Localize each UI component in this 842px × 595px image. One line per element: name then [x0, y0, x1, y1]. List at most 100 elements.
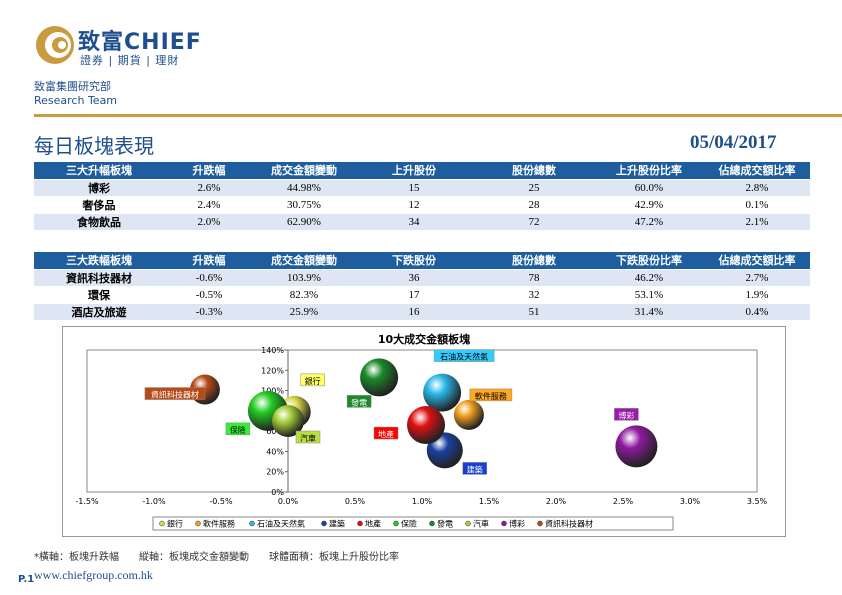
page-number: P.1: [18, 574, 35, 585]
table-cell: 2.8%: [704, 179, 810, 197]
report-title: 每日板塊表現: [34, 134, 154, 158]
legend-marker: [321, 520, 327, 527]
bubble-label: 保險: [230, 425, 246, 435]
legend-entry: 博彩: [509, 519, 525, 529]
bubble-label: 博彩: [618, 410, 634, 420]
x-tick-label: -1.0%: [142, 497, 166, 506]
gainers-header-row: 三大升幅板塊 升跌幅 成交金額變動 上升股份 股份總數 上升股份比率 佔總成交額…: [34, 162, 810, 180]
bubble-label: 銀行: [305, 376, 321, 386]
x-tick-label: 1.5%: [479, 497, 500, 506]
y-tick-label: 140%: [261, 346, 284, 355]
table-cell: 15: [354, 179, 474, 197]
table-cell: 42.9%: [594, 196, 704, 214]
table-cell: 28: [474, 196, 594, 214]
col-header: 成交金額變動: [254, 162, 354, 180]
table-cell: 78: [474, 269, 594, 287]
table-cell: 30.75%: [254, 196, 354, 214]
bubble-label: 資訊科技器材: [151, 390, 199, 400]
website-link[interactable]: www.chiefgroup.com.hk: [34, 568, 153, 582]
table-cell: 1.9%: [704, 286, 810, 304]
department-name: 致富集團研究部: [34, 80, 111, 93]
table-cell: -0.5%: [164, 286, 254, 304]
legend-entry: 地產: [365, 519, 381, 529]
legend-marker: [195, 520, 201, 527]
bubble-label-bg: [144, 387, 206, 400]
losers-header-row: 三大跌幅板塊 升跌幅 成交金額變動 下跌股份 股份總數 下跌股份比率 佔總成交額…: [34, 252, 810, 270]
bubble-7: [272, 405, 304, 437]
bubble-label: 汽車: [300, 433, 316, 443]
table-cell: 2.4%: [164, 196, 254, 214]
bubble-2: [423, 373, 462, 412]
col-header: 下跌股份比率: [594, 252, 704, 270]
col-header: 升跌幅: [164, 162, 254, 180]
x-tick-label: -0.5%: [209, 497, 233, 506]
table-cell: 36: [354, 269, 474, 287]
header-divider: [34, 114, 842, 117]
table-cell: 2.1%: [704, 213, 810, 231]
chief-emblem-icon: [36, 26, 74, 64]
table-row: 環保 -0.5% 82.3% 17 32 53.1% 1.9%: [34, 286, 810, 304]
chart-title: 10大成交金額板塊: [378, 332, 470, 346]
bubble-label-bg: [614, 408, 639, 421]
table-cell: 34: [354, 213, 474, 231]
sector-name: 資訊科技器材: [34, 269, 164, 287]
table-cell: 12: [354, 196, 474, 214]
table-cell: -0.6%: [164, 269, 254, 287]
bubble-6: [360, 358, 399, 397]
table-cell: 44.98%: [254, 179, 354, 197]
y-tick-label: 20%: [266, 468, 284, 477]
bubble-label: 發電: [351, 398, 367, 407]
sector-name: 酒店及旅遊: [34, 303, 164, 321]
y-tick-label: 60%: [266, 427, 284, 436]
table-cell: 31.4%: [594, 303, 704, 321]
col-header: 上升股份: [354, 162, 474, 180]
table-cell: 46.2%: [594, 269, 704, 287]
legend-marker: [249, 520, 255, 527]
table-cell: -0.3%: [164, 303, 254, 321]
legend-marker: [537, 520, 543, 527]
table-cell: 53.1%: [594, 286, 704, 304]
legend-entry: 發電: [437, 520, 453, 529]
sector-name: 奢侈品: [34, 196, 164, 214]
legend-entry: 軟件服務: [203, 519, 235, 529]
bubble-label: 石油及天然氣: [440, 352, 488, 362]
table-cell: 2.7%: [704, 269, 810, 287]
x-tick-label: 2.0%: [546, 497, 567, 506]
legend-entry: 資訊科技器材: [545, 519, 593, 529]
col-header: 三大跌幅板塊: [34, 252, 164, 270]
table-cell: 103.9%: [254, 269, 354, 287]
bubble-label-bg: [462, 462, 488, 475]
table-cell: 82.3%: [254, 286, 354, 304]
table-cell: 32: [474, 286, 594, 304]
sector-name: 博彩: [34, 179, 164, 197]
legend-marker: [393, 520, 399, 527]
col-header: 三大升幅板塊: [34, 162, 164, 180]
table-cell: 25: [474, 179, 594, 197]
bubble-label: 地產: [378, 429, 394, 439]
bubble-1: [453, 399, 484, 430]
table-cell: 2.6%: [164, 179, 254, 197]
x-tick-label: 0.5%: [345, 497, 366, 506]
y-tick-label: 120%: [261, 366, 284, 375]
col-header: 股份總數: [474, 252, 594, 270]
brand-name-cn: 致富: [78, 30, 125, 55]
table-cell: 25.9%: [254, 303, 354, 321]
losers-table: 三大跌幅板塊 升跌幅 成交金額變動 下跌股份 股份總數 下跌股份比率 佔總成交額…: [34, 252, 810, 321]
brand-name: 致富CHIEF: [78, 24, 202, 56]
legend-entry: 石油及天然氣: [257, 519, 305, 529]
x-tick-label: 2.5%: [613, 497, 634, 506]
table-row: 奢侈品 2.4% 30.75% 12 28 42.9% 0.1%: [34, 196, 810, 214]
chief-logo: 致富CHIEF 證券 | 期貨 | 理財: [34, 24, 234, 67]
bubble-label-bg: [225, 422, 251, 436]
legend-marker: [501, 520, 507, 527]
table-row: 食物飲品 2.0% 62.90% 34 72 47.2% 2.1%: [34, 213, 810, 231]
bubble-chart: 10大成交金額板塊 0%20%40%60%80%100%120%140%-1.5…: [75, 332, 768, 531]
brand-tagline: 證券 | 期貨 | 理財: [80, 54, 180, 67]
table-row: 博彩 2.6% 44.98% 15 25 60.0% 2.8%: [34, 179, 810, 197]
sector-name: 環保: [34, 286, 164, 304]
table-cell: 0.4%: [704, 303, 810, 321]
col-header: 股份總數: [474, 162, 594, 180]
bubble-label-bg: [469, 388, 513, 402]
col-header: 成交金額變動: [254, 252, 354, 270]
